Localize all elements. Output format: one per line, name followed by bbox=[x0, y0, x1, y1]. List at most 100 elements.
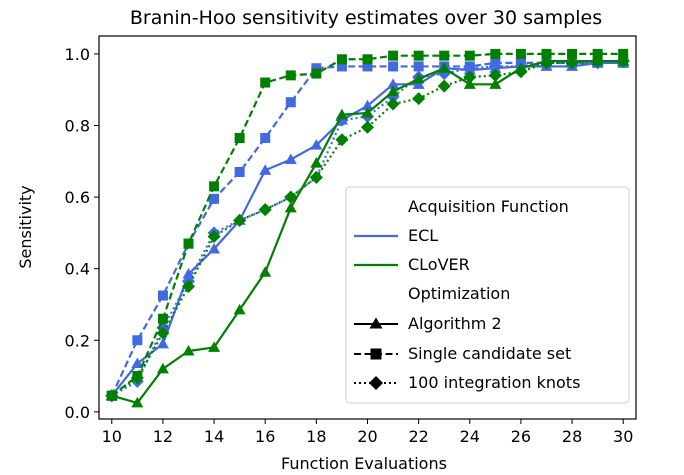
x-tick-label: 28 bbox=[562, 427, 582, 446]
data-point-diamond bbox=[335, 133, 349, 147]
data-point-diamond bbox=[591, 54, 605, 68]
data-point-diamond bbox=[309, 170, 323, 184]
data-point-diamond bbox=[437, 79, 451, 93]
legend-box bbox=[345, 186, 630, 404]
legend-ecl-label: ECL bbox=[408, 226, 438, 245]
data-point-square bbox=[336, 54, 347, 65]
x-tick-label: 20 bbox=[357, 427, 377, 446]
data-point-square bbox=[209, 193, 220, 204]
data-point-square bbox=[413, 61, 424, 72]
data-point-square bbox=[592, 48, 603, 59]
data-point-square bbox=[388, 61, 399, 72]
data-point-square bbox=[234, 167, 245, 178]
data-point-square bbox=[157, 290, 168, 301]
x-tick-label: 16 bbox=[255, 427, 275, 446]
x-tick-label: 24 bbox=[460, 427, 480, 446]
data-point-triangle bbox=[412, 72, 425, 84]
data-point-square bbox=[362, 54, 373, 65]
data-point-triangle bbox=[259, 164, 272, 175]
data-point-triangle bbox=[284, 201, 297, 213]
data-point-square bbox=[439, 50, 450, 61]
data-point-diamond bbox=[463, 61, 477, 75]
data-point-square bbox=[618, 48, 629, 59]
data-point-triangle bbox=[284, 153, 297, 164]
series-line bbox=[111, 52, 624, 397]
y-tick-label: 0.6 bbox=[65, 188, 90, 207]
data-point-triangle bbox=[131, 396, 144, 408]
data-point-triangle bbox=[131, 357, 144, 369]
data-point-triangle bbox=[182, 268, 195, 279]
y-tick-label: 0.2 bbox=[65, 331, 90, 350]
data-point-diamond bbox=[130, 371, 144, 385]
legend-diamond-icon bbox=[369, 376, 383, 390]
x-tick-label: 18 bbox=[306, 427, 326, 446]
data-point-diamond bbox=[156, 326, 170, 340]
data-point-diamond bbox=[105, 389, 119, 403]
legend-heading-acquisition: Acquisition Function bbox=[408, 197, 569, 216]
data-point-square bbox=[413, 50, 424, 61]
data-point-diamond bbox=[284, 190, 298, 204]
data-point-square bbox=[285, 97, 296, 108]
x-tick-label: 22 bbox=[408, 427, 428, 446]
data-point-triangle bbox=[361, 106, 374, 118]
legend: Acquisition Function ECL CLoVER Optimiza… bbox=[345, 186, 630, 404]
y-tick-label: 1.0 bbox=[65, 45, 90, 64]
x-tick-label: 10 bbox=[102, 427, 122, 446]
data-point-square bbox=[157, 313, 168, 324]
data-point-square bbox=[311, 63, 322, 74]
data-point-diamond bbox=[616, 54, 630, 68]
data-point-triangle bbox=[489, 78, 502, 89]
data-point-diamond bbox=[488, 59, 502, 73]
data-point-square bbox=[209, 181, 220, 192]
legend-heading-optimization: Optimization bbox=[408, 284, 510, 303]
data-point-triangle bbox=[310, 157, 323, 168]
series-line bbox=[111, 59, 624, 397]
data-point-triangle bbox=[233, 303, 246, 315]
data-point-diamond bbox=[386, 97, 400, 111]
data-point-square bbox=[541, 48, 552, 59]
data-point-triangle bbox=[438, 62, 451, 73]
data-point-square bbox=[336, 61, 347, 72]
x-axis-label: Function Evaluations bbox=[281, 454, 447, 473]
data-point-square bbox=[464, 50, 475, 61]
data-point-triangle bbox=[208, 341, 221, 352]
data-point-triangle bbox=[182, 344, 195, 356]
data-point-triangle bbox=[387, 78, 400, 89]
data-point-diamond bbox=[463, 70, 477, 84]
x-tick-label: 30 bbox=[613, 427, 633, 446]
data-point-triangle bbox=[208, 242, 221, 254]
data-point-square bbox=[234, 133, 245, 144]
data-point-diamond bbox=[258, 203, 272, 217]
data-point-diamond bbox=[182, 280, 195, 294]
data-point-diamond bbox=[565, 56, 579, 70]
data-point-square bbox=[567, 48, 578, 59]
data-point-diamond bbox=[514, 65, 528, 79]
data-point-square bbox=[183, 238, 194, 249]
data-point-diamond bbox=[361, 120, 374, 134]
data-point-triangle bbox=[310, 139, 323, 150]
legend-single-label: Single candidate set bbox=[408, 344, 571, 363]
data-point-square bbox=[132, 335, 143, 346]
data-point-triangle bbox=[156, 362, 169, 374]
data-point-square bbox=[311, 68, 322, 79]
data-point-square bbox=[260, 77, 271, 88]
legend-triangle-icon bbox=[369, 317, 383, 329]
axis-ticks: 10 12 14 16 18 20 22 24 26 28 30 0.0 0.2 0.4 0.6 0.8 1.0 bbox=[65, 45, 634, 446]
data-point-diamond bbox=[412, 92, 426, 106]
data-point-square bbox=[285, 70, 296, 81]
data-point-square bbox=[515, 48, 526, 59]
data-point-diamond bbox=[233, 213, 247, 227]
y-axis-label: Sensitivity bbox=[16, 185, 35, 268]
data-point-triangle bbox=[156, 337, 169, 349]
data-point-diamond bbox=[540, 56, 553, 70]
data-point-square bbox=[362, 61, 373, 72]
data-point-triangle bbox=[387, 85, 400, 96]
data-point-square bbox=[260, 133, 271, 144]
x-tick-label: 12 bbox=[153, 427, 173, 446]
series-clover-100-integration-knots bbox=[105, 54, 630, 403]
y-tick-label: 0.4 bbox=[65, 260, 90, 279]
data-point-square bbox=[388, 50, 399, 61]
x-tick-label: 26 bbox=[511, 427, 531, 446]
chart-title: Branin-Hoo sensitivity estimates over 30… bbox=[130, 7, 602, 29]
